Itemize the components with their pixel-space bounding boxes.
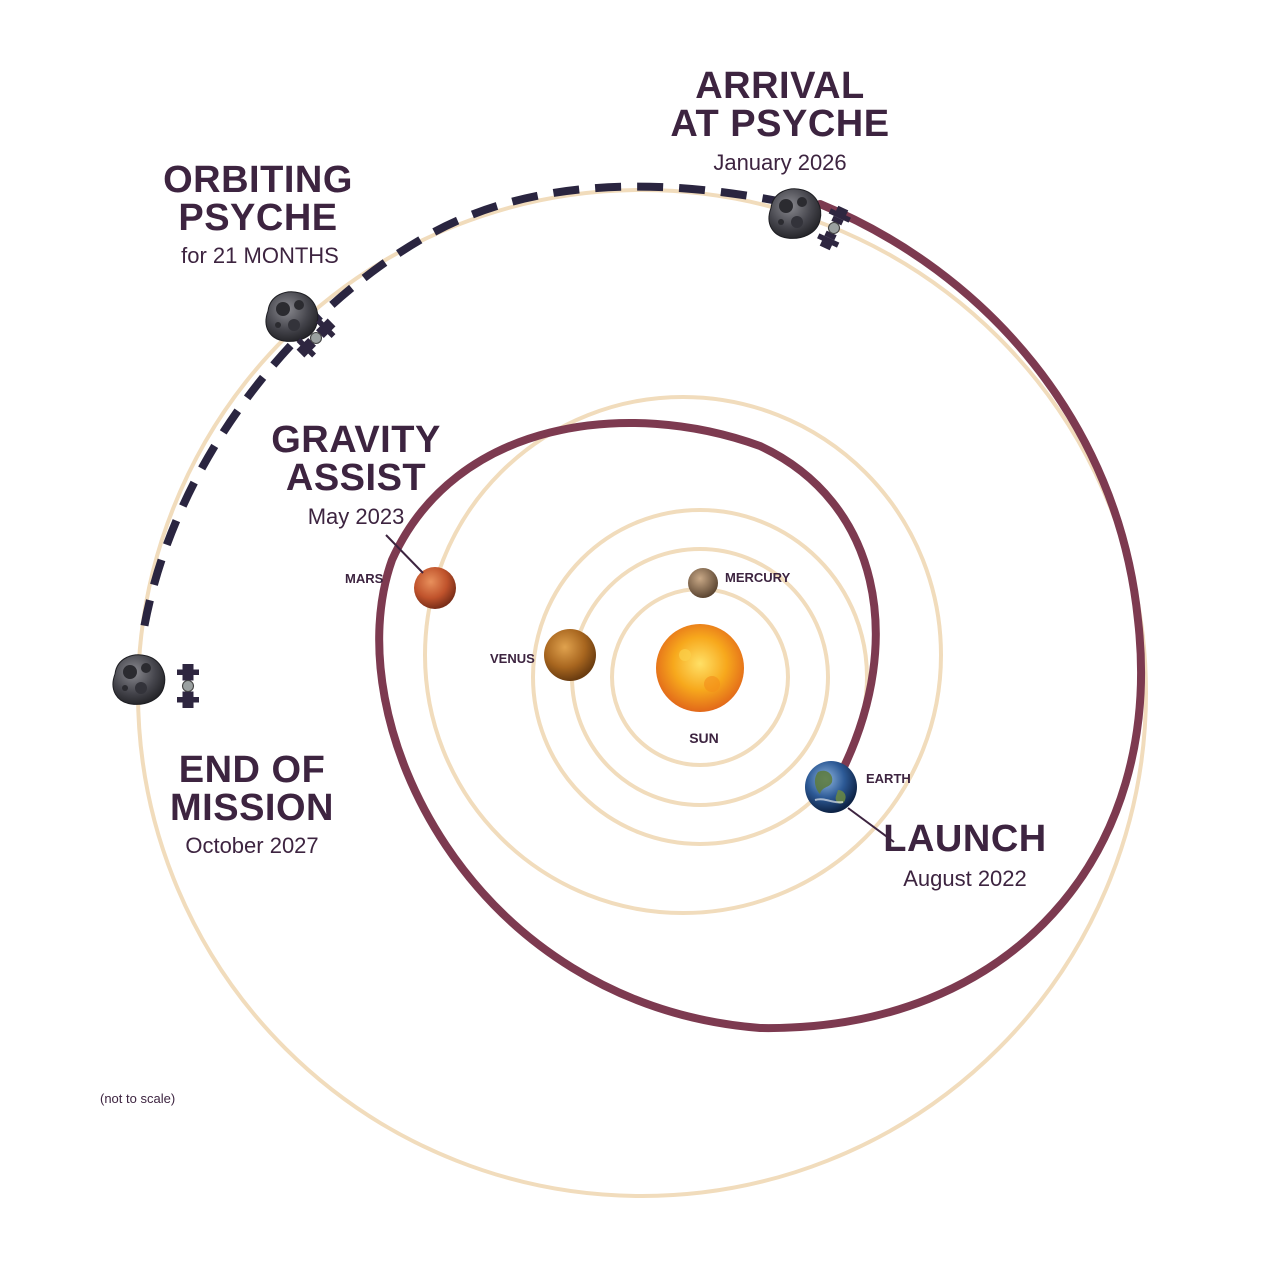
svg-text:May 2023: May 2023	[308, 504, 405, 529]
svg-text:LAUNCH: LAUNCH	[883, 818, 1046, 860]
orbiting-psyche-path	[138, 182, 789, 641]
earth-label: EARTH	[866, 771, 911, 786]
spacecraft-icon	[176, 663, 200, 709]
end-of-mission-label: END OF MISSION October 2027	[170, 749, 334, 858]
sun-icon	[656, 624, 744, 712]
svg-text:END OF: END OF	[179, 749, 326, 791]
svg-text:MISSION: MISSION	[170, 787, 334, 829]
mars-icon	[414, 567, 456, 609]
svg-text:October 2027: October 2027	[185, 833, 318, 858]
svg-text:AT PSYCHE: AT PSYCHE	[670, 103, 889, 145]
svg-text:GRAVITY: GRAVITY	[271, 419, 441, 461]
psyche-asteroid-icon	[768, 188, 822, 239]
arrival-label: ARRIVAL AT PSYCHE January 2026	[670, 65, 889, 175]
venus-icon	[544, 629, 596, 681]
psyche-asteroid-icon	[265, 291, 319, 342]
psyche-asteroid-icon	[112, 654, 166, 705]
svg-text:PSYCHE: PSYCHE	[178, 197, 337, 239]
svg-text:August 2022: August 2022	[903, 866, 1027, 891]
svg-text:January 2026: January 2026	[713, 150, 846, 175]
not-to-scale-note: (not to scale)	[100, 1091, 175, 1106]
orbiting-label: ORBITING PSYCHE for 21 MONTHS	[163, 159, 353, 268]
mercury-icon	[688, 568, 718, 598]
sun-label: SUN	[689, 730, 719, 746]
venus-label: VENUS	[490, 651, 535, 666]
launch-label: LAUNCH August 2022	[883, 818, 1046, 891]
svg-text:ARRIVAL: ARRIVAL	[695, 65, 865, 107]
mercury-label: MERCURY	[725, 570, 791, 585]
svg-text:ASSIST: ASSIST	[286, 457, 426, 499]
svg-text:for 21 MONTHS: for 21 MONTHS	[181, 243, 339, 268]
earth-orbit	[531, 508, 869, 846]
gravity-assist-label: GRAVITY ASSIST May 2023	[271, 419, 441, 529]
svg-text:ORBITING: ORBITING	[163, 159, 353, 201]
gravity-assist-leader	[385, 534, 424, 574]
mars-orbit	[423, 395, 943, 915]
launch-leader	[847, 807, 895, 843]
mars-label: MARS	[345, 571, 384, 586]
earth-icon	[805, 761, 857, 813]
spacecraft-trajectory	[375, 200, 1146, 1033]
